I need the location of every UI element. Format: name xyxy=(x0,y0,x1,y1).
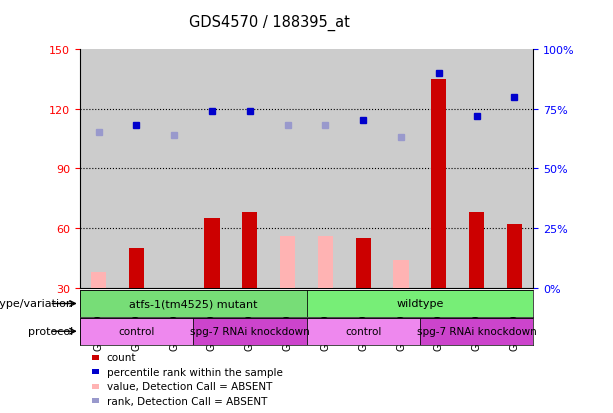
Text: wildtype: wildtype xyxy=(396,299,444,309)
Bar xyxy=(268,50,306,288)
Bar xyxy=(318,237,333,288)
Bar xyxy=(129,249,144,288)
Text: rank, Detection Call = ABSENT: rank, Detection Call = ABSENT xyxy=(107,396,267,406)
Bar xyxy=(432,79,446,288)
Bar xyxy=(345,50,382,288)
Text: control: control xyxy=(345,326,381,337)
Bar xyxy=(458,50,495,288)
Bar xyxy=(280,237,295,288)
Text: GDS4570 / 188395_at: GDS4570 / 188395_at xyxy=(189,15,350,31)
Text: protocol: protocol xyxy=(28,326,74,337)
Text: spg-7 RNAi knockdown: spg-7 RNAi knockdown xyxy=(190,326,310,337)
Bar xyxy=(193,50,231,288)
Bar xyxy=(80,290,306,317)
Text: genotype/variation: genotype/variation xyxy=(0,299,74,309)
Text: control: control xyxy=(118,326,154,337)
Bar xyxy=(495,50,533,288)
Bar xyxy=(507,225,522,288)
Bar xyxy=(80,50,118,288)
Bar xyxy=(382,50,420,288)
Bar xyxy=(118,50,155,288)
Bar xyxy=(91,272,106,288)
Bar xyxy=(306,50,345,288)
Text: atfs-1(tm4525) mutant: atfs-1(tm4525) mutant xyxy=(129,299,257,309)
Bar xyxy=(242,213,257,288)
Bar xyxy=(231,50,268,288)
Bar xyxy=(306,318,420,345)
Text: count: count xyxy=(107,352,136,362)
Text: value, Detection Call = ABSENT: value, Detection Call = ABSENT xyxy=(107,381,272,391)
Text: spg-7 RNAi knockdown: spg-7 RNAi knockdown xyxy=(417,326,536,337)
Bar xyxy=(193,318,306,345)
Bar xyxy=(205,218,219,288)
Bar xyxy=(80,318,193,345)
Bar xyxy=(155,50,193,288)
Bar xyxy=(306,290,533,317)
Bar xyxy=(356,239,371,288)
Bar xyxy=(420,318,533,345)
Bar xyxy=(420,50,458,288)
Bar xyxy=(469,213,484,288)
Bar xyxy=(394,261,408,288)
Text: percentile rank within the sample: percentile rank within the sample xyxy=(107,367,283,377)
